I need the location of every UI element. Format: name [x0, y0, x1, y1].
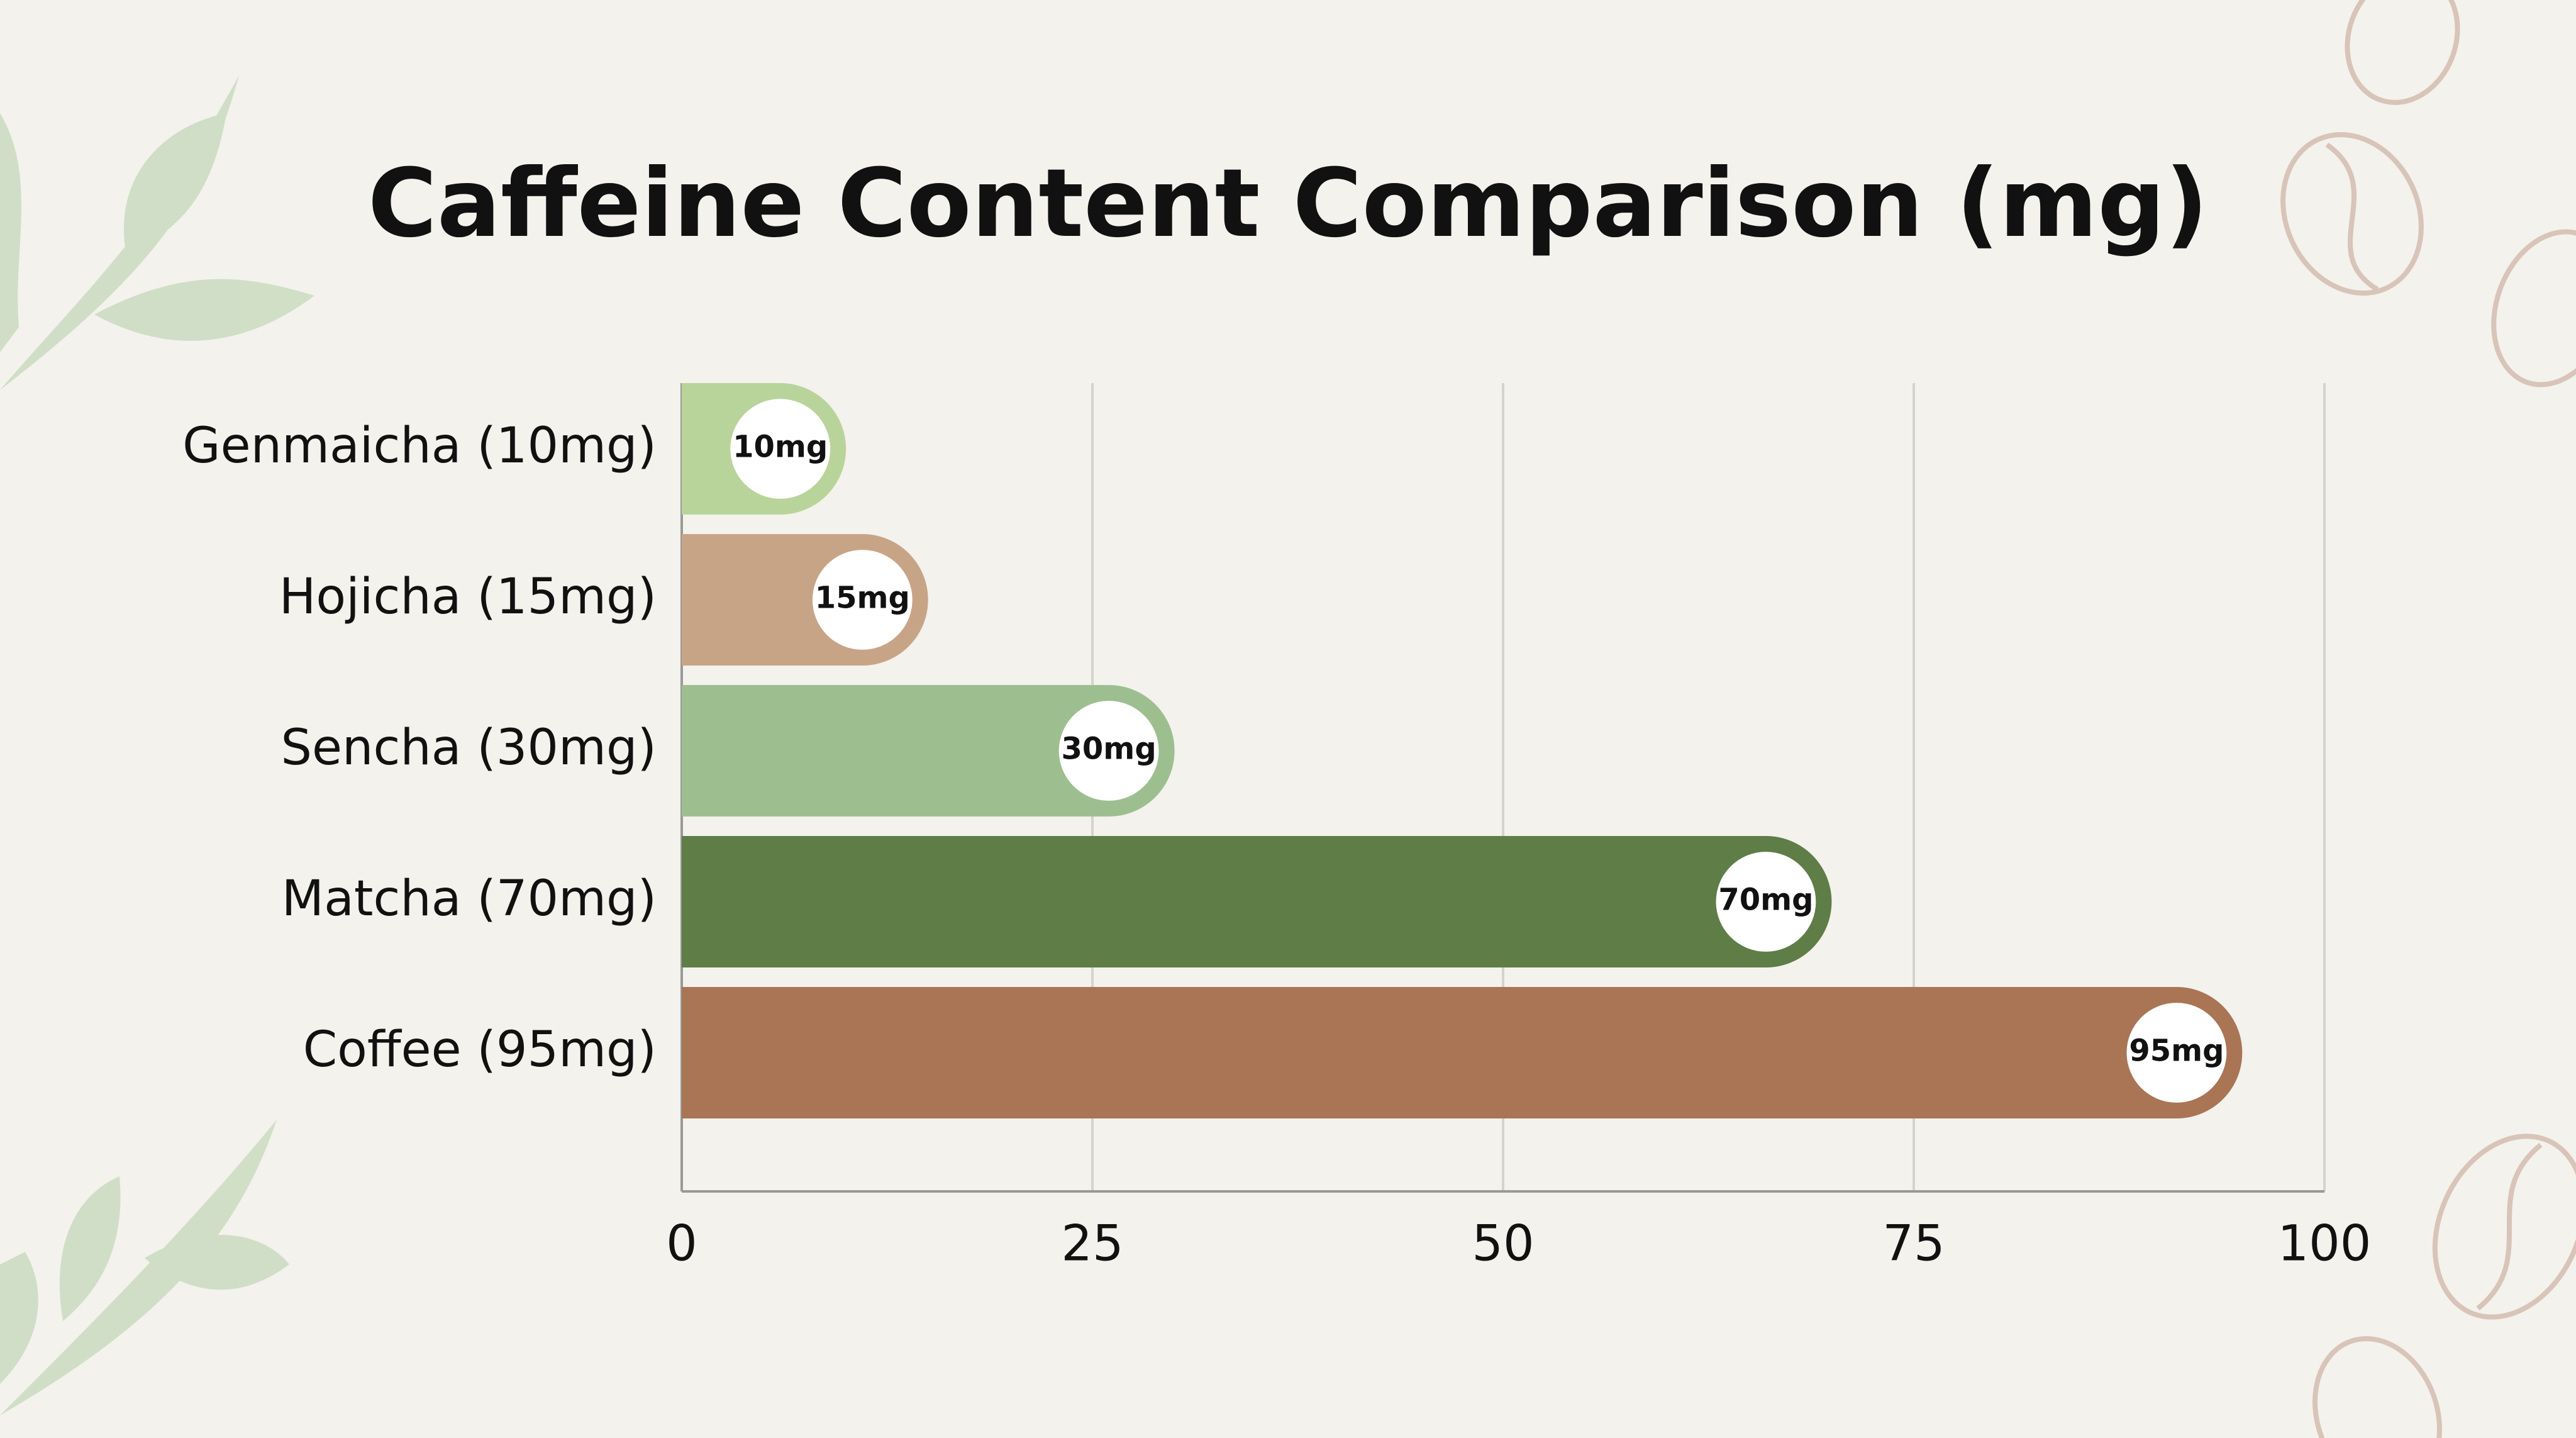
y-tick-label: Coffee (95mg)	[303, 1022, 657, 1078]
chart-title: Caffeine Content Comparison (mg)	[368, 149, 2208, 259]
x-tick-label: 50	[1472, 1215, 1534, 1272]
label-badge	[2126, 1003, 2227, 1103]
bar	[682, 836, 1832, 967]
label-badge	[812, 550, 913, 650]
value-label: 70mg	[1718, 883, 1813, 918]
bar	[682, 987, 2243, 1118]
x-tick-label: 25	[1061, 1215, 1123, 1272]
leaf-decoration	[0, 75, 314, 1415]
label-badge	[730, 399, 831, 499]
x-tick-label: 75	[1882, 1215, 1945, 1272]
label-badge	[1058, 701, 1159, 801]
value-label: 10mg	[733, 430, 828, 465]
label-badge	[1716, 852, 1816, 952]
x-tick-label: 0	[666, 1215, 697, 1272]
y-tick-label: Sencha (30mg)	[281, 720, 657, 776]
bean-decoration	[2280, 0, 2576, 1438]
value-label: 30mg	[1062, 732, 1157, 767]
bar	[682, 685, 1175, 817]
y-tick-label: Matcha (70mg)	[282, 871, 657, 927]
value-label: 15mg	[815, 581, 910, 616]
x-tick-label: 100	[2278, 1215, 2372, 1272]
y-tick-label: Genmaicha (10mg)	[182, 418, 657, 474]
y-tick-label: Hojicha (15mg)	[279, 569, 657, 625]
value-label: 95mg	[2129, 1034, 2224, 1069]
